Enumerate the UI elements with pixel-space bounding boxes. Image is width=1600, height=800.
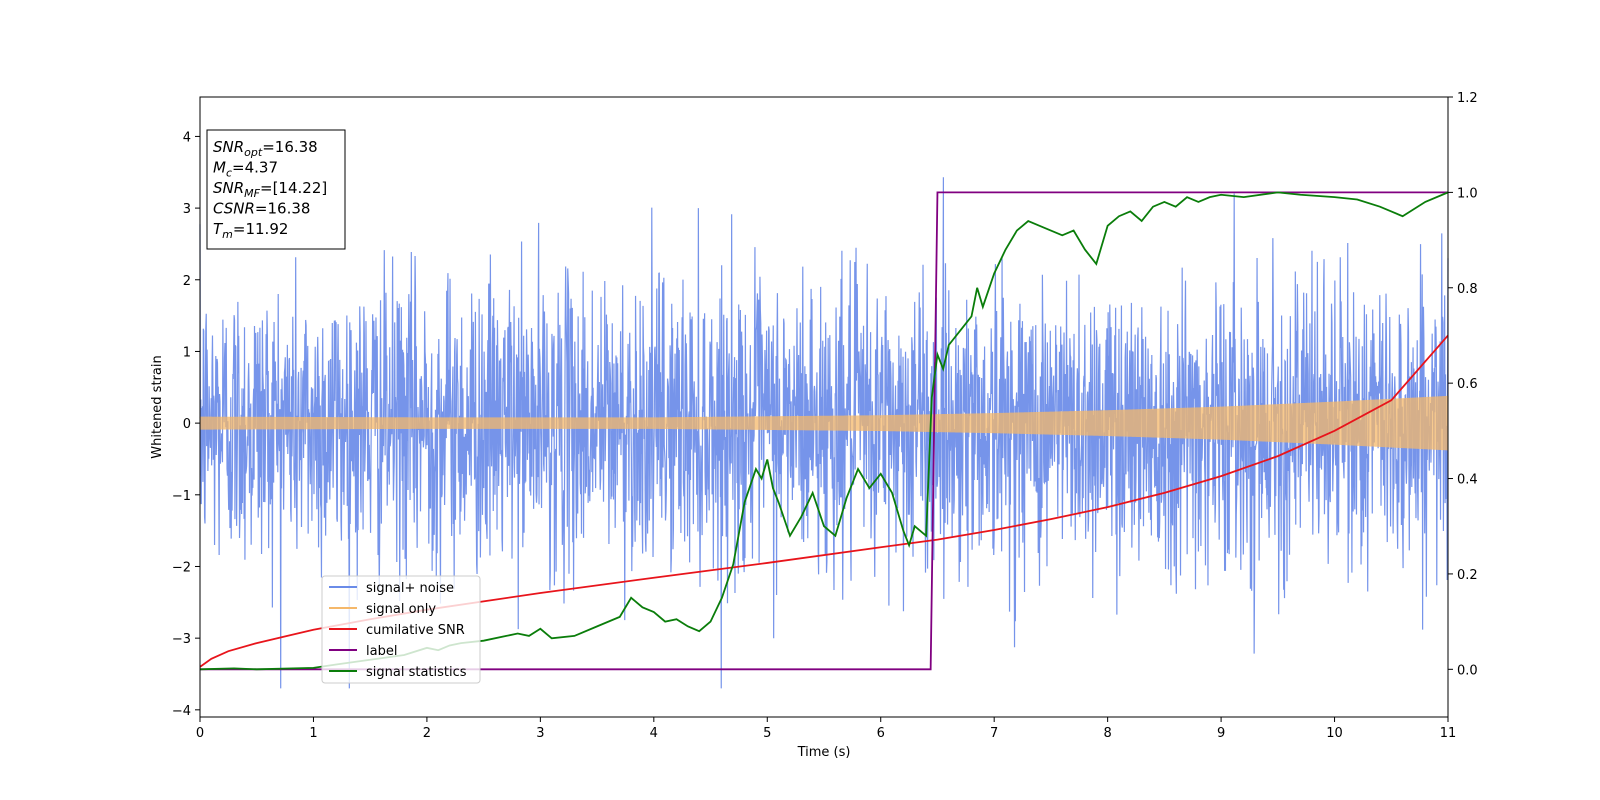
signal-plus-noise-trace [199,177,1449,689]
legend-frame [321,575,481,684]
legend: signal+ noise signal only cumilative SNR la… [321,575,481,684]
right-y-tick-label: 1.2 [1457,91,1478,106]
cumilative-snr-line [199,334,1449,668]
right-y-tick-label: 0.8 [1457,282,1478,297]
signal-only-trace [199,395,1449,451]
right-y-tick-label: 1.0 [1457,186,1478,201]
legend-label: label [366,644,397,659]
right-y-tick-label: 0.2 [1457,568,1478,583]
signal-statistics-line [199,191,1449,671]
annotation-line: SNRopt=16.38 [213,138,318,159]
annotation-line: Mc=4.37 [213,159,278,180]
x-tick-label: 5 [763,726,771,741]
legend-label: signal statistics [366,665,467,680]
x-tick-label: 8 [1103,726,1111,741]
left-y-tick-label: 3 [183,202,191,217]
annotation-line: CSNR=16.38 [213,200,310,218]
legend-label: signal+ noise [366,581,454,596]
x-axis-label: Time (s) [797,745,851,760]
legend-label: cumilative SNR [366,623,465,638]
x-tick-label: 2 [423,726,431,741]
x-tick-label: 3 [536,726,544,741]
left-y-tick-label: −2 [172,560,191,575]
annotation-line: Tm=11.92 [213,220,288,241]
label-line [200,191,1448,671]
left-y-tick-label: −3 [172,632,191,647]
right-y-tick-label: 0.6 [1457,377,1478,392]
x-tick-label: 10 [1326,726,1343,741]
right-axis-series [199,191,1449,671]
right-y-tick-label: 0.0 [1457,663,1478,678]
x-tick-label: 0 [196,726,204,741]
left-y-tick-label: −4 [172,704,191,719]
annotation-line: SNRMF=[14.22] [213,179,327,200]
annotation-frame [206,129,346,250]
x-tick-label: 6 [877,726,885,741]
signal-only-line [199,395,1449,451]
x-tick-label: 1 [309,726,317,741]
left-y-tick-label: 0 [183,417,191,432]
x-tick-label: 9 [1217,726,1225,741]
left-y-axis-ticks: −4 −3 −2 −1 0 1 2 3 4 [172,130,200,719]
left-y-tick-label: −1 [172,489,191,504]
right-y-tick-label: 0.4 [1457,473,1478,488]
noise-line [199,177,1449,689]
left-y-tick-label: 1 [183,345,191,360]
x-tick-label: 11 [1440,726,1457,741]
metrics-annotation-box: SNRopt=16.38Mc=4.37SNRMF=[14.22]CSNR=16.… [206,129,346,250]
x-axis-ticks: 0 1 2 3 4 5 6 7 8 9 10 11 [196,717,1456,741]
plot-frame [199,96,1449,718]
legend-label: signal only [366,602,436,617]
x-tick-label: 7 [990,726,998,741]
x-tick-label: 4 [650,726,658,741]
left-y-tick-label: 2 [183,274,191,289]
left-y-tick-label: 4 [183,130,191,145]
y-axis-label: Whitened strain [150,355,165,458]
right-y-axis-ticks: 0.0 0.2 0.4 0.6 0.8 1.0 1.2 [1448,91,1478,678]
